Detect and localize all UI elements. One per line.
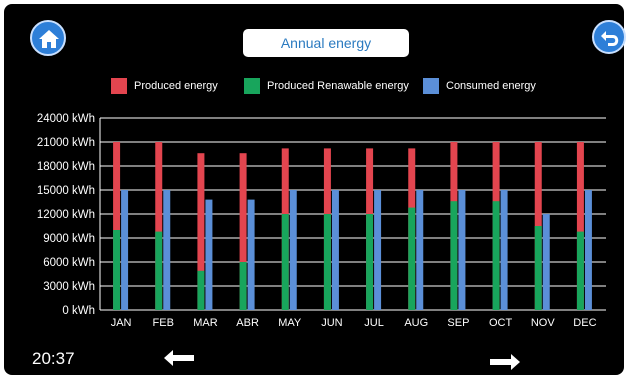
x-tick-label: JAN (111, 317, 132, 329)
y-tick-label: 15000 kWh (37, 185, 95, 197)
bar-renewable (197, 271, 204, 310)
y-tick-label: 6000 kWh (43, 257, 95, 269)
y-tick-label: 21000 kWh (37, 137, 95, 149)
bar-consumed (501, 190, 508, 310)
chart-axis-labels: 0 kWh 3000 kWh 6000 kWh 9000 kWh 12000 kWh 15… (37, 113, 597, 329)
x-tick-label: DEC (573, 317, 596, 329)
bar-renewable (408, 208, 415, 310)
bar-consumed (121, 190, 128, 310)
bar-renewable (113, 230, 120, 310)
chart-bars (113, 142, 592, 310)
x-tick-label: AUG (404, 317, 428, 329)
y-tick-label: 12000 kWh (37, 209, 95, 221)
bar-renewable (535, 226, 542, 310)
bar-renewable (493, 201, 500, 310)
bar-consumed (248, 200, 255, 310)
arrow-left-icon[interactable] (164, 350, 194, 366)
x-tick-label: OCT (489, 317, 513, 329)
bar-renewable (577, 232, 584, 310)
bar-renewable (450, 201, 457, 310)
x-tick-label: ABR (236, 317, 259, 329)
bar-consumed (163, 190, 170, 310)
y-tick-label: 0 kWh (62, 305, 95, 317)
chart-grid (100, 118, 606, 310)
x-tick-label: MAR (193, 317, 218, 329)
bar-renewable (155, 232, 162, 310)
x-tick-label: FEB (153, 317, 174, 329)
bar-consumed (374, 190, 381, 310)
y-tick-label: 9000 kWh (43, 233, 95, 245)
bar-renewable (240, 262, 247, 310)
bar-renewable (324, 214, 331, 310)
x-tick-label: MAY (278, 317, 302, 329)
clock-time: 20:37 (32, 349, 75, 369)
bar-renewable (282, 214, 289, 310)
bar-renewable (366, 214, 373, 310)
x-tick-label: NOV (531, 317, 556, 329)
y-tick-label: 3000 kWh (43, 281, 95, 293)
bar-consumed (543, 214, 550, 310)
bar-consumed (205, 200, 212, 310)
y-tick-label: 24000 kWh (37, 113, 95, 125)
bar-consumed (332, 190, 339, 310)
y-tick-label: 18000 kWh (37, 161, 95, 173)
x-tick-label: JUN (321, 317, 342, 329)
x-tick-label: JUL (364, 317, 384, 329)
bar-consumed (416, 190, 423, 310)
arrow-right-icon[interactable] (490, 354, 520, 370)
bar-consumed (290, 190, 297, 310)
bar-consumed (458, 190, 465, 310)
bar-consumed (585, 190, 592, 310)
x-tick-label: SEP (447, 317, 469, 329)
